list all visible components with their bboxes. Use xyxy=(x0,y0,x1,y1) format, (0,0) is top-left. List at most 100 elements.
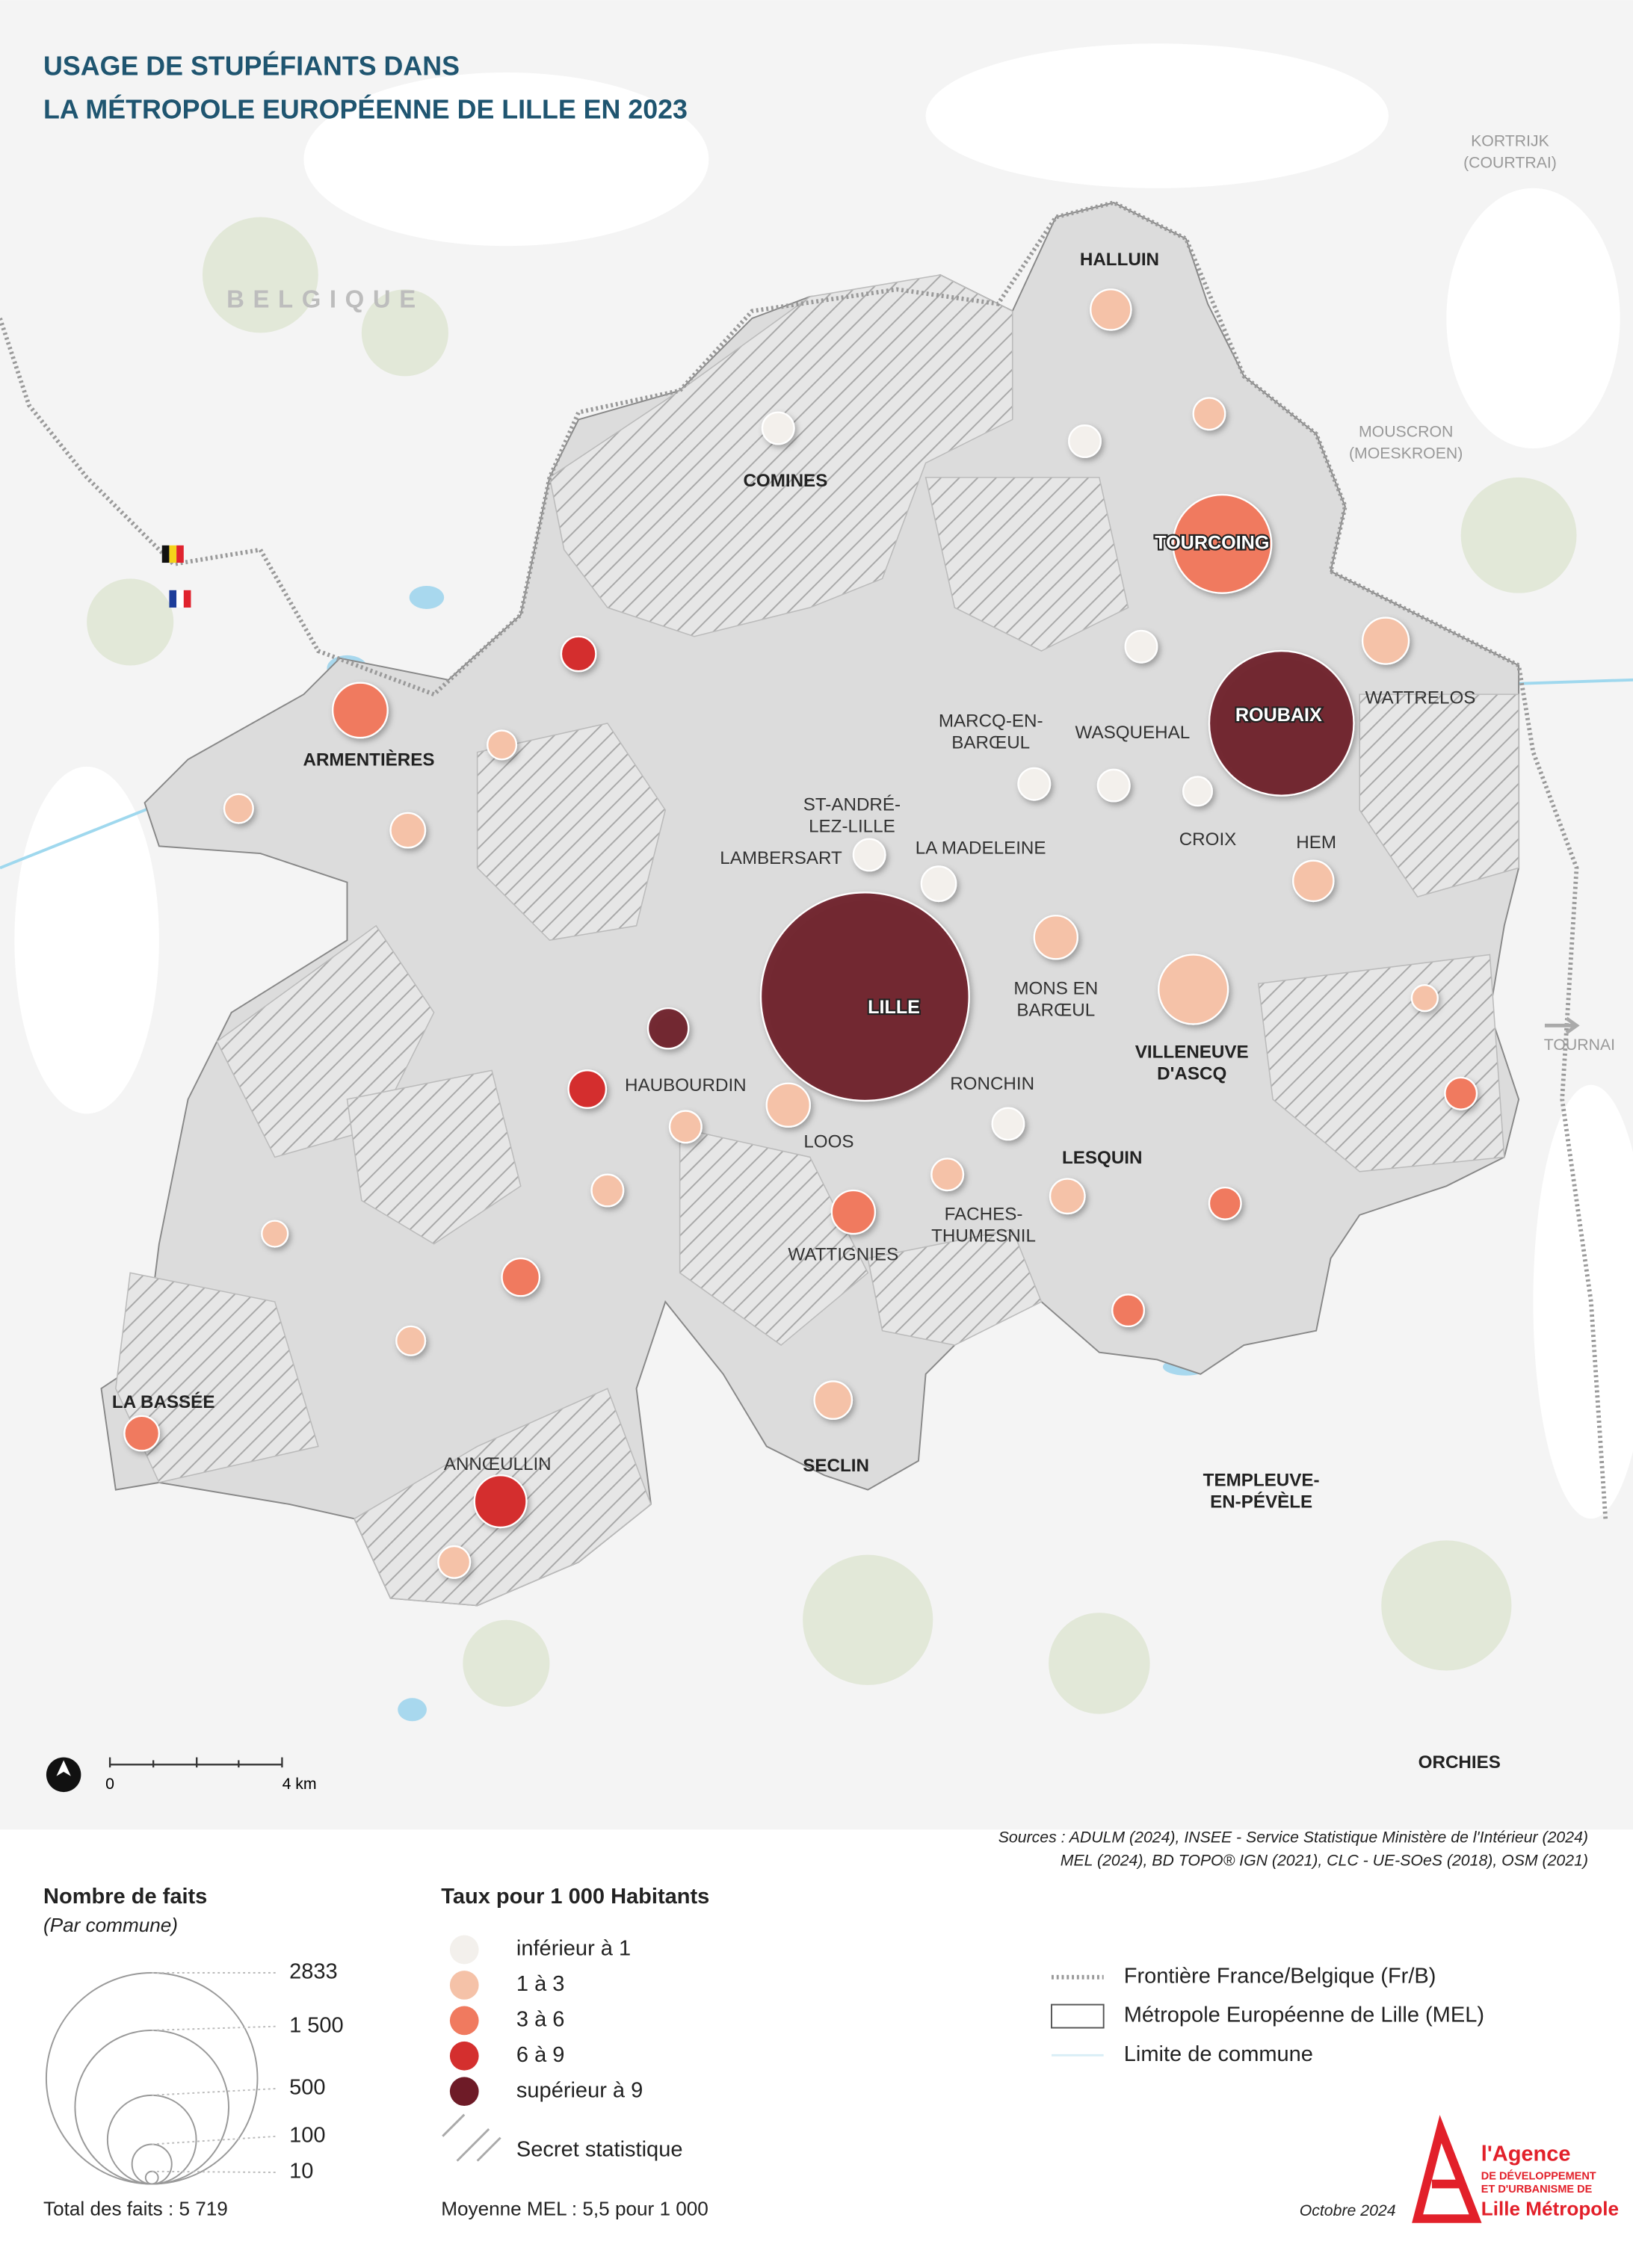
rate-swatch xyxy=(449,2077,479,2107)
leader-line xyxy=(152,2135,278,2145)
legend-label: Limite de commune xyxy=(1124,2042,1313,2066)
commune-circle xyxy=(1444,1076,1478,1110)
arrow xyxy=(1544,1016,1580,1034)
place-label: MONS EN xyxy=(1013,978,1098,998)
place-label: ST-ANDRÉ- xyxy=(803,795,901,815)
leader-line xyxy=(152,2087,278,2096)
scale-label: 0 xyxy=(105,1775,114,1793)
foreign-label: (MOESKROEN) xyxy=(1349,445,1463,463)
place-label: HAUBOURDIN xyxy=(625,1075,747,1096)
commune-circle xyxy=(646,1007,690,1050)
commune-circle xyxy=(765,1082,811,1128)
size-circle xyxy=(144,2170,159,2185)
legend-label: 6 à 9 xyxy=(516,2043,565,2067)
commune-circle xyxy=(830,1189,877,1235)
logo: l'Agence DE DÉVELOPPEMENT ET D'URBANISME… xyxy=(1412,2115,1619,2223)
place-label: WASQUEHAL xyxy=(1075,723,1191,743)
flags xyxy=(161,545,191,608)
commune-circle xyxy=(501,1257,541,1297)
place-label: TEMPLEUVE- xyxy=(1203,1470,1320,1490)
commune-circle xyxy=(437,1545,472,1579)
logo-text: DE DÉVELOPPEMENT xyxy=(1481,2170,1596,2183)
place-label: ANNŒULLIN xyxy=(444,1454,552,1474)
commune-circle xyxy=(1158,954,1229,1025)
legend-label: Métropole Européenne de Lille (MEL) xyxy=(1124,2003,1484,2027)
legend-subtitle: (Par commune) xyxy=(43,1914,178,1936)
commune-circle xyxy=(1172,493,1273,594)
legend-label: Secret statistique xyxy=(516,2138,683,2162)
rate-swatch xyxy=(449,2041,479,2071)
size-label: 2833 xyxy=(289,1960,338,1984)
commune-circle xyxy=(560,635,597,673)
legend-label: Frontière France/Belgique (Fr/B) xyxy=(1124,1964,1436,1988)
logo-text: Lille Métropole xyxy=(1481,2197,1619,2219)
secret-swatch xyxy=(442,2113,501,2162)
place-label: LEZ-LILLE xyxy=(809,817,895,837)
commune-circle xyxy=(668,1110,703,1144)
size-label: 500 xyxy=(289,2075,325,2099)
place-label: EN-PÉVÈLE xyxy=(1210,1491,1312,1512)
commune-circle xyxy=(1361,617,1410,665)
size-label: 100 xyxy=(289,2123,325,2147)
place-label: RONCHIN xyxy=(950,1074,1034,1094)
commune-circle xyxy=(389,812,427,849)
commune-circle xyxy=(991,1107,1025,1141)
place-label: D'ASCQ xyxy=(1157,1064,1226,1084)
size-label: 1 500 xyxy=(289,2013,344,2037)
scale-bar xyxy=(108,1757,283,1768)
place-label: LESQUIN xyxy=(1062,1148,1143,1168)
place-label: VILLENEUVE xyxy=(1135,1042,1249,1063)
place-label: THUMESNIL xyxy=(931,1226,1036,1246)
legend-label: 3 à 6 xyxy=(516,2008,565,2032)
commune-circle xyxy=(473,1474,528,1529)
logo-text: l'Agence xyxy=(1481,2142,1571,2166)
place-label: HALLUIN xyxy=(1080,250,1159,270)
title: LA MÉTROPOLE EUROPÉENNE DE LILLE EN 2023 xyxy=(43,95,688,125)
commune-circle xyxy=(759,892,970,1102)
commune-circle xyxy=(1410,983,1439,1013)
commune-circle xyxy=(261,1220,289,1248)
border-line xyxy=(0,200,1608,1519)
commune-circle xyxy=(487,729,518,761)
place-label: WATTRELOS xyxy=(1365,687,1476,708)
title: USAGE DE STUPÉFIANTS DANS xyxy=(43,52,460,81)
commune-circle xyxy=(852,838,886,872)
leader-line xyxy=(152,2025,278,2031)
foreign-label: MOUSCRON xyxy=(1359,422,1453,440)
scale-label: 4 km xyxy=(283,1775,317,1793)
logo-text: ET D'URBANISME DE xyxy=(1481,2184,1593,2196)
legend-title: Taux pour 1 000 Habitants xyxy=(441,1885,709,1909)
legend-title: Nombre de faits xyxy=(43,1885,207,1909)
sources: MEL (2024), BD TOPO® IGN (2021), CLC - U… xyxy=(1061,1852,1588,1870)
commune-circles xyxy=(123,288,1478,1579)
place-label: LA MADELEINE xyxy=(916,838,1046,859)
sources: Sources : ADULM (2024), INSEE - Service … xyxy=(998,1829,1588,1847)
commune-circle xyxy=(1096,768,1131,803)
place-label: WATTIGNIES xyxy=(788,1244,898,1264)
mel-swatch xyxy=(1051,2003,1105,2029)
place-label: ORCHIES xyxy=(1419,1752,1501,1773)
foreign-label: KORTRIJK xyxy=(1471,132,1549,149)
commune-circle xyxy=(331,682,389,739)
commune-circle xyxy=(920,865,957,903)
place-label: TOURCOING xyxy=(1155,533,1269,554)
commune-circle xyxy=(1049,1178,1086,1215)
commune-circle xyxy=(1208,649,1355,797)
commune-circle xyxy=(1292,859,1335,903)
north-arrow xyxy=(46,1757,81,1793)
legend-label: 1 à 3 xyxy=(516,1972,565,1996)
place-label: COMINES xyxy=(743,471,827,491)
commune-circle xyxy=(761,411,795,445)
legend-label: supérieur à 9 xyxy=(516,2078,643,2102)
place-label: MARCQ-EN- xyxy=(939,711,1043,731)
rate-swatch xyxy=(449,2006,479,2036)
place-label: ARMENTIÈRES xyxy=(303,750,434,770)
commune-circle xyxy=(1033,915,1078,960)
commune-circle xyxy=(1111,1294,1146,1328)
place-label: LOOS xyxy=(803,1132,853,1152)
place-label: BARŒUL xyxy=(951,732,1030,753)
foreign-label: TOURNAI xyxy=(1544,1036,1615,1054)
commune-circle xyxy=(123,1415,161,1452)
place-label: FACHES- xyxy=(945,1204,1023,1224)
